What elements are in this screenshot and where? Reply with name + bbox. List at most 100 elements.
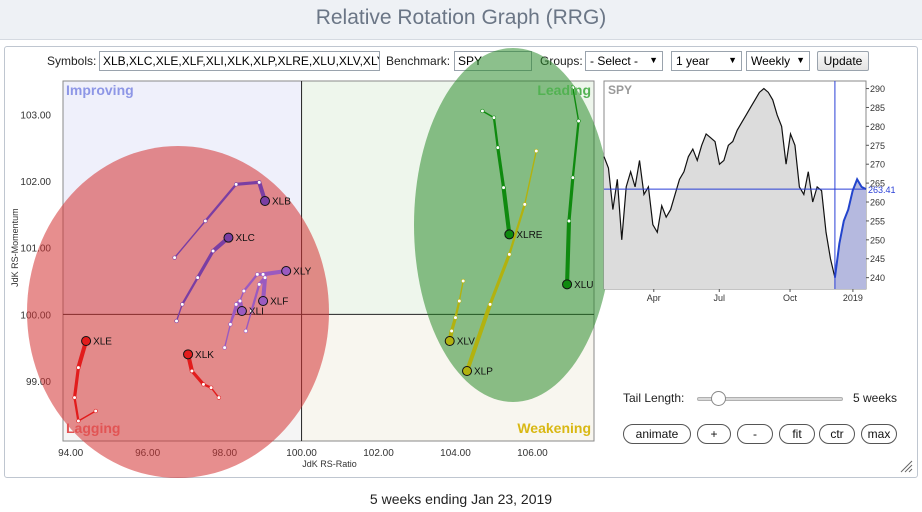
spy-y-tick-label: 265 xyxy=(870,179,885,189)
x-tick-label: 104.00 xyxy=(440,448,471,459)
period-select[interactable]: 1 year ▼ xyxy=(671,51,742,71)
tail-point xyxy=(241,288,246,294)
tail-segment xyxy=(454,299,461,319)
series-head-point xyxy=(281,266,292,276)
tail-point xyxy=(461,278,466,284)
tail-segment xyxy=(181,276,199,306)
series-label: XLF xyxy=(270,297,288,308)
tail-point xyxy=(262,275,268,280)
tail-point xyxy=(228,322,233,327)
tail-segment xyxy=(496,146,506,190)
page-title: Relative Rotation Graph (RRG) xyxy=(315,6,607,29)
spy-y-tick-label: 280 xyxy=(870,122,885,132)
tail-segment xyxy=(250,283,261,313)
tail-length-slider-handle[interactable] xyxy=(711,391,726,406)
series-label: XLC xyxy=(235,233,254,244)
footer-caption: 5 weeks ending Jan 23, 2019 xyxy=(369,491,553,507)
tail-point xyxy=(491,115,497,120)
animate-button[interactable]: animate xyxy=(623,424,691,444)
tail-point xyxy=(501,185,506,190)
spy-x-tick-label: Oct xyxy=(783,293,798,303)
series-head-point xyxy=(462,366,473,376)
series-head-point xyxy=(444,336,455,346)
y-tick-label: 101.00 xyxy=(20,244,51,255)
tail-point xyxy=(174,318,179,324)
tail-length-label: Tail Length: xyxy=(623,391,685,405)
series-head-point xyxy=(223,232,234,243)
tail-segment xyxy=(73,396,80,423)
symbols-input[interactable]: XLB,XLC,XLE,XLF,XLI,XLK,XLP,XLRE,XLU,XLV… xyxy=(99,51,380,71)
zoom-out-button[interactable]: - xyxy=(737,424,773,444)
tail-point xyxy=(495,145,500,150)
frequency-select-value: Weekly xyxy=(751,54,791,68)
leading-group-highlight xyxy=(414,48,612,402)
lagging-group-highlight xyxy=(27,146,329,478)
series-head-point xyxy=(258,296,269,306)
spy-y-tick-label: 270 xyxy=(870,160,885,170)
y-tick-label: 99.00 xyxy=(26,377,51,388)
tail-point xyxy=(234,182,239,187)
chevron-down-icon: ▼ xyxy=(649,55,658,65)
series-head-point xyxy=(236,306,247,316)
tail-segment xyxy=(210,386,220,399)
series-label: XLY xyxy=(293,267,311,278)
tail-point xyxy=(449,328,454,334)
tail-point xyxy=(72,395,77,400)
series-head-point xyxy=(183,349,194,360)
tail-segment xyxy=(223,323,232,349)
spy-highlight-area xyxy=(834,179,866,289)
series-label: XLK xyxy=(195,350,214,361)
tail-point xyxy=(534,148,539,154)
tail-segment xyxy=(190,369,206,386)
tail-point xyxy=(195,275,200,280)
resize-handle-icon[interactable] xyxy=(899,459,913,473)
tail-point xyxy=(566,218,572,224)
tail-segment xyxy=(464,302,493,374)
spy-price-line xyxy=(603,87,836,278)
lagging-quadrant-label: Lagging xyxy=(66,420,120,436)
symbols-label: Symbols: xyxy=(47,54,97,68)
title-bar: Relative Rotation Graph (RRG) xyxy=(0,0,922,40)
tail-point xyxy=(255,272,260,277)
tail-length-value: 5 weeks xyxy=(853,391,898,405)
tail-segment xyxy=(72,366,80,400)
tail-segment xyxy=(524,150,537,206)
zoom-in-button[interactable]: + xyxy=(697,424,731,444)
y-axis-label: JdK RS-Momentum xyxy=(10,208,20,287)
weakening-quadrant-label: Weakening xyxy=(517,420,591,436)
update-button[interactable]: Update xyxy=(817,51,869,71)
max-button[interactable]: max xyxy=(861,424,897,444)
tail-point xyxy=(243,328,248,334)
tail-point xyxy=(507,252,512,257)
fit-button[interactable]: fit xyxy=(779,424,815,444)
tail-point xyxy=(237,298,243,304)
spy-y-tick-label: 285 xyxy=(870,103,885,113)
tail-point xyxy=(209,385,214,390)
frequency-select[interactable]: Weekly ▼ xyxy=(746,51,810,71)
center-button[interactable]: ctr xyxy=(819,424,855,444)
spy-y-tick-label: 260 xyxy=(870,198,885,208)
tail-point xyxy=(76,365,81,370)
spy-y-tick-label: 250 xyxy=(870,235,885,245)
leading-quadrant-label: Leading xyxy=(537,82,591,98)
chevron-down-icon: ▼ xyxy=(728,55,737,65)
spy-y-tick-label: 245 xyxy=(870,254,885,264)
chevron-down-icon: ▼ xyxy=(796,55,805,65)
tail-point xyxy=(180,302,185,307)
tail-point xyxy=(222,345,227,350)
tail-segment xyxy=(565,218,572,287)
series-head-point xyxy=(504,229,515,240)
spy-x-tick-label: 2019 xyxy=(843,293,863,303)
series-head-point xyxy=(562,279,573,290)
tail-segment xyxy=(245,310,253,332)
tail-point xyxy=(93,408,98,414)
groups-select[interactable]: - Select - ▼ xyxy=(585,51,663,71)
tail-segment xyxy=(242,273,259,293)
period-select-value: 1 year xyxy=(676,54,710,68)
tail-segment xyxy=(229,303,238,326)
tail-segment xyxy=(234,180,261,186)
tail-length-slider[interactable] xyxy=(697,397,843,401)
tail-segment xyxy=(501,185,512,237)
tail-segment xyxy=(173,220,207,259)
